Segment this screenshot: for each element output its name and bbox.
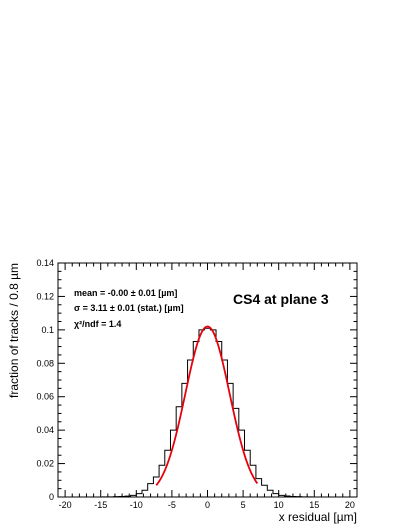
gaussian-fit-curve [155,325,259,486]
x-tick-label: -10 [130,500,143,510]
y-tick-label: 0.08 [36,358,54,368]
x-tick-label: 15 [309,500,319,510]
x-tick-label: 20 [345,500,355,510]
chart-title: CS4 at plane 3 [233,291,329,307]
y-tick-label: 0.12 [36,291,54,301]
stat-mean: mean = -0.00 ± 0.01 [µm] [74,288,177,298]
fit-layer [155,325,259,486]
stat-chi2: χ²/ndf = 1.4 [74,319,121,329]
x-tick-label: -15 [94,500,107,510]
y-tick-label: 0 [49,492,54,502]
x-tick-label: 0 [205,500,210,510]
x-tick-label: -5 [168,500,176,510]
y-tick-label: 0.06 [36,392,54,402]
x-tick-label: 10 [274,500,284,510]
x-tick-label: 5 [241,500,246,510]
x-axis-title: x residual [µm] [279,510,357,524]
y-tick-label: 0.04 [36,425,54,435]
y-axis-title: fraction of tracks / 0.8 µm [7,263,21,398]
histogram-layer [101,327,313,498]
y-tick-label: 0.02 [36,459,54,469]
labels-layer: -20 -15 -10 -5 0 5 10 15 20 0 0.02 0.04 0.06 0.08 0.1 0… [36,258,354,510]
y-tick-label: 0.14 [36,258,54,268]
ticks-layer [58,262,357,498]
histogram-steps [101,327,313,498]
x-tick-label: -20 [59,500,72,510]
y-tick-label: 0.1 [41,325,54,335]
stat-sigma: σ = 3.11 ± 0.01 (stat.) [µm] [74,303,184,313]
